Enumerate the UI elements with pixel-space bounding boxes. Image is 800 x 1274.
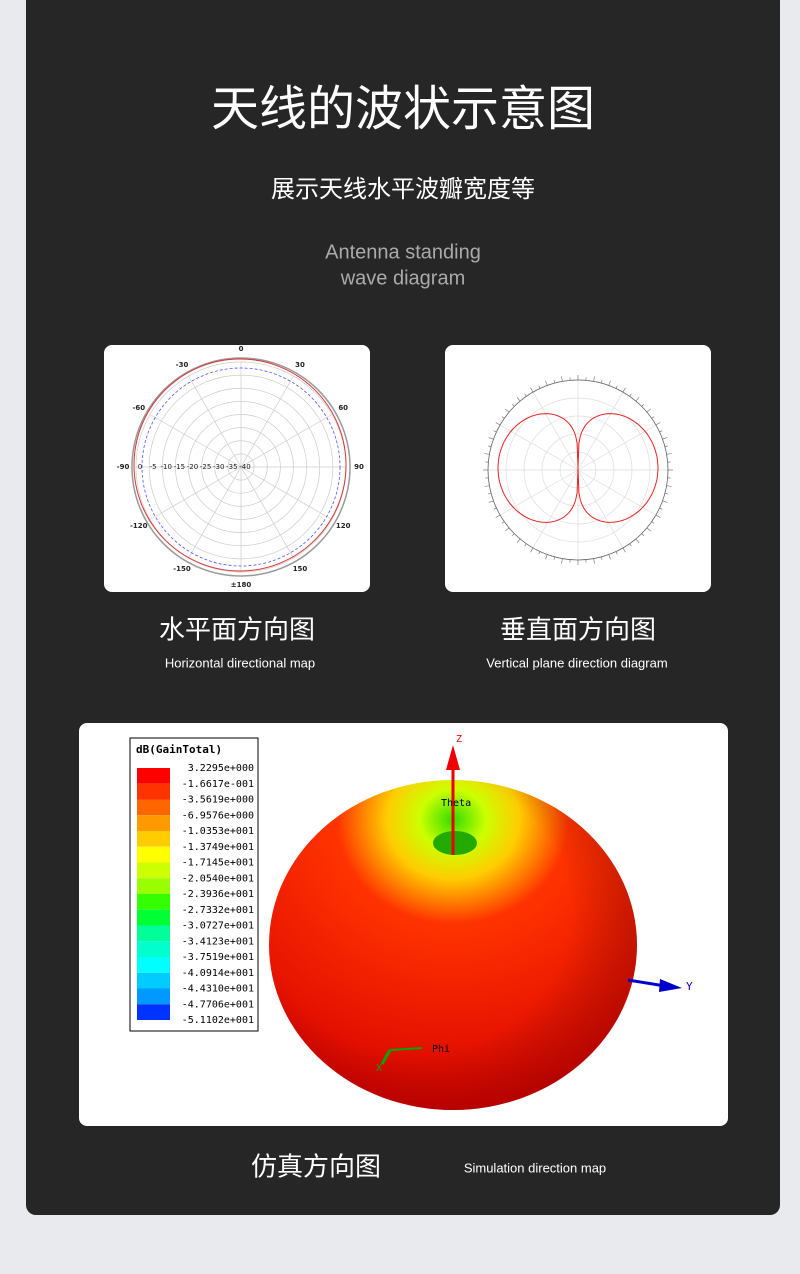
legend-title: dB(GainTotal) [136,743,222,756]
radial-label: -30 [213,463,224,471]
angle-label: ±180 [231,581,252,589]
legend-swatch [137,973,170,989]
card-title: 仿真方向图 [251,1153,381,1183]
angle-label: -150 [173,565,191,573]
legend-label: -4.4310e+001 [182,984,254,995]
radial-label: -5 [150,463,157,471]
angle-label: 30 [295,361,305,369]
subtitle: 展示天线水平波瓣宽度等 [271,175,535,203]
legend-label: -1.3749e+001 [182,842,254,853]
legend-label: -1.6617e-001 [182,779,254,790]
card-subtitle: Simulation direction map [464,1160,606,1175]
radial-label: -15 [174,463,185,471]
legend-label: -2.3936e+001 [182,889,254,900]
legend-label: 3.2295e+000 [188,763,254,774]
legend-label: -2.0540e+001 [182,873,254,884]
title: 天线的波状示意图 [211,81,595,137]
angle-label: -60 [132,404,145,412]
axis-label: X [376,1063,382,1074]
radial-label: -35 [226,463,237,471]
legend-label: -4.0914e+001 [182,968,254,979]
legend-swatch [137,800,170,816]
card-subtitle: Horizontal directional map [165,655,315,670]
legend-swatch [137,957,170,973]
english-line: wave diagram [340,267,466,289]
legend-swatch [137,926,170,942]
axis-label: Phi [432,1044,450,1055]
legend-swatch [137,831,170,847]
legend-label: -3.0727e+001 [182,921,254,932]
angle-label: 120 [336,522,351,530]
legend-label: -3.7519e+001 [182,952,254,963]
legend-swatch [137,878,170,894]
radial-label: 0 [138,463,142,471]
legend-label: -3.4123e+001 [182,936,254,947]
angle-label: 0 [239,345,244,353]
legend-swatch [137,847,170,863]
axis-label: Theta [441,798,471,809]
angle-label: 60 [338,404,348,412]
legend-label: -1.0353e+001 [182,826,254,837]
legend-label: -5.1102e+001 [182,1015,254,1026]
card-subtitle: Vertical plane direction diagram [486,655,667,670]
axis-label: Z [456,734,462,745]
angle-label: 90 [354,463,364,471]
legend-label: -1.7145e+001 [182,858,254,869]
card-title: 水平面方向图 [159,616,315,646]
legend-swatch [137,941,170,957]
angle-label: -120 [130,522,148,530]
card-title: 垂直面方向图 [500,616,656,646]
radial-label: -25 [200,463,211,471]
radial-label: -20 [187,463,198,471]
legend-label: -4.7706e+001 [182,999,254,1010]
legend-label: -3.5619e+000 [182,795,254,806]
legend-swatch [137,989,170,1005]
english-line: Antenna standing [325,241,481,263]
legend-swatch [137,1004,170,1020]
axis-label: Y [686,980,693,993]
legend-swatch [137,863,170,879]
gain-dimple [433,831,477,855]
legend-label: -2.7332e+001 [182,905,254,916]
radial-label: -10 [161,463,172,471]
legend-swatch [137,768,170,784]
legend-label: -6.9576e+000 [182,810,254,821]
radial-label: -40 [239,463,250,471]
legend-swatch [137,784,170,800]
legend-swatch [137,815,170,831]
angle-label: -30 [176,361,189,369]
angle-label: -90 [117,463,130,471]
legend-swatch [137,894,170,910]
legend-swatch [137,910,170,926]
angle-label: 150 [293,565,308,573]
